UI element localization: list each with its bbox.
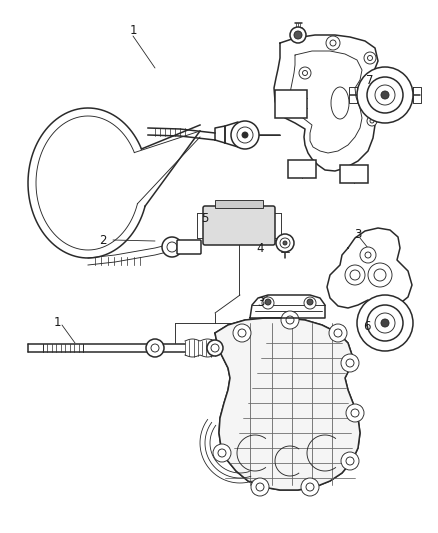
Circle shape [146, 339, 164, 357]
Text: 6: 6 [363, 319, 371, 333]
Circle shape [351, 409, 359, 417]
Circle shape [242, 132, 248, 138]
Circle shape [237, 127, 253, 143]
FancyBboxPatch shape [177, 240, 201, 254]
Bar [215, 200, 263, 208]
Polygon shape [215, 318, 360, 490]
Circle shape [334, 329, 342, 337]
Circle shape [346, 457, 354, 465]
Circle shape [280, 238, 290, 248]
Circle shape [381, 91, 389, 99]
Circle shape [277, 98, 287, 108]
Circle shape [281, 311, 299, 329]
Text: 4: 4 [256, 241, 264, 254]
Ellipse shape [331, 87, 349, 119]
Circle shape [350, 270, 360, 280]
Circle shape [295, 98, 305, 108]
Circle shape [213, 444, 231, 462]
Circle shape [374, 269, 386, 281]
Text: 5: 5 [201, 212, 208, 224]
Circle shape [375, 85, 395, 105]
Circle shape [364, 52, 376, 64]
Circle shape [207, 340, 223, 356]
Text: 2: 2 [99, 235, 107, 247]
Circle shape [304, 297, 316, 309]
Bar [340, 165, 368, 183]
Circle shape [345, 265, 365, 285]
Circle shape [294, 31, 302, 39]
Circle shape [262, 297, 274, 309]
Circle shape [251, 478, 269, 496]
Circle shape [299, 67, 311, 79]
Circle shape [283, 241, 287, 245]
Circle shape [329, 324, 347, 342]
Circle shape [218, 449, 226, 457]
Bar [275, 90, 307, 118]
Circle shape [381, 319, 389, 327]
Circle shape [167, 242, 177, 252]
FancyBboxPatch shape [203, 206, 275, 245]
Circle shape [346, 404, 364, 422]
Text: 1: 1 [53, 317, 61, 329]
Circle shape [367, 116, 377, 126]
Circle shape [357, 67, 413, 123]
Circle shape [341, 354, 359, 372]
Circle shape [276, 234, 294, 252]
Circle shape [375, 313, 395, 333]
Circle shape [301, 478, 319, 496]
Bar [288, 160, 316, 178]
Circle shape [368, 263, 392, 287]
Text: 3: 3 [257, 295, 265, 309]
Circle shape [162, 237, 182, 257]
Circle shape [346, 359, 354, 367]
Circle shape [231, 121, 259, 149]
Text: 1: 1 [129, 25, 137, 37]
Circle shape [265, 299, 271, 305]
Circle shape [367, 77, 403, 113]
Text: 3: 3 [354, 229, 362, 241]
Circle shape [290, 27, 306, 43]
Circle shape [307, 299, 313, 305]
Circle shape [211, 344, 219, 352]
Circle shape [341, 452, 359, 470]
Circle shape [233, 324, 251, 342]
Circle shape [238, 329, 246, 337]
Circle shape [151, 344, 159, 352]
Circle shape [367, 305, 403, 341]
Circle shape [256, 483, 264, 491]
Circle shape [326, 36, 340, 50]
Circle shape [360, 247, 376, 263]
Circle shape [357, 295, 413, 351]
Circle shape [286, 316, 294, 324]
Circle shape [306, 483, 314, 491]
Text: 7: 7 [366, 74, 374, 86]
